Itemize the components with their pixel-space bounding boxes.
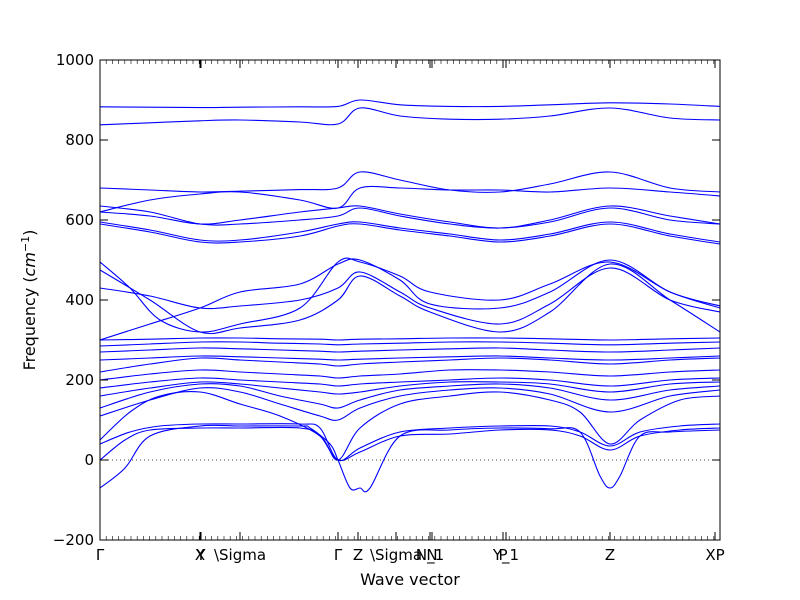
- y-tick-label: −200: [53, 531, 94, 549]
- y-tick-label: 800: [65, 131, 94, 149]
- x-tick-label: N: [426, 546, 437, 564]
- band-line-22: [100, 205, 720, 229]
- band-line-13: [100, 341, 720, 347]
- band-line-25: [100, 107, 720, 126]
- band-line-23: [100, 171, 720, 193]
- x-axis-title: Wave vector: [360, 570, 460, 589]
- band-line-4: [100, 391, 720, 461]
- y-axis-title-unit: cm: [20, 252, 39, 276]
- x-tick-label: N_1: [416, 546, 444, 565]
- y-tick-label: 200: [65, 371, 94, 389]
- y-tick-label: 600: [65, 211, 94, 229]
- band-line-26: [100, 99, 720, 109]
- band-line-16: [100, 267, 720, 325]
- band-line-14: [100, 337, 720, 341]
- band-line-17: [100, 263, 720, 335]
- band-line-12: [100, 347, 720, 353]
- band-line-15: [100, 258, 720, 341]
- x-tick-label: Z: [605, 546, 615, 564]
- band-line-24: [100, 185, 720, 213]
- band-line-9: [100, 369, 720, 381]
- band-line-3: [100, 423, 720, 462]
- plot-frame: [99, 59, 721, 541]
- band-line-21: [100, 205, 720, 229]
- x-tick-label: \Sigma: [214, 546, 266, 564]
- y-axis-ticks: −200 0 200 400 600 800 1000: [53, 51, 720, 549]
- y-tick-label: 0: [84, 451, 94, 469]
- x-tick-label: Y: [195, 546, 206, 564]
- x-tick-label: Z: [353, 546, 363, 564]
- band-line-5: [100, 387, 720, 421]
- x-tick-label: XP: [705, 546, 724, 564]
- band-line-19: [100, 223, 720, 245]
- band-line-2: [100, 426, 720, 462]
- band-line-6: [100, 383, 720, 409]
- band-line-18: [100, 257, 720, 333]
- band-line-8: [100, 377, 720, 389]
- y-tick-label: 400: [65, 291, 94, 309]
- band-line-20: [100, 221, 720, 243]
- band-line-1: [100, 424, 720, 493]
- band-lines: [100, 99, 720, 493]
- band-line-11: [100, 355, 720, 361]
- y-tick-label: 1000: [56, 51, 94, 69]
- x-tick-label: \Sigma: [370, 546, 422, 564]
- x-tick-label: Γ: [96, 546, 105, 564]
- x-tick-label: Γ: [334, 546, 343, 564]
- y-axis-title: Frequency (cm−1): [19, 230, 39, 371]
- y-axis-title-exponent: −1: [19, 236, 32, 252]
- y-axis-title-main: Frequency (: [20, 276, 39, 370]
- x-tick-label: P: [498, 546, 507, 564]
- x-minor-ticks: [99, 60, 715, 540]
- x-tick-label: X: [195, 546, 205, 564]
- x-tick-label: Y_1: [492, 546, 519, 565]
- y-axis-title-close: ): [20, 230, 39, 236]
- band-line-10: [100, 357, 720, 373]
- band-line-7: [100, 381, 720, 397]
